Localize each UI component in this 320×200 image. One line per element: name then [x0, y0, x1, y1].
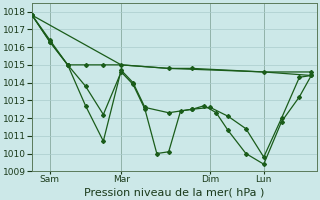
X-axis label: Pression niveau de la mer( hPa ): Pression niveau de la mer( hPa ) — [84, 187, 265, 197]
